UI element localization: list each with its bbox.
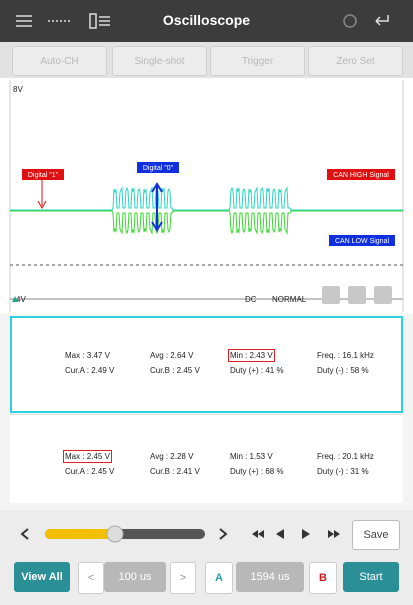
can-low-tag: [329, 235, 395, 246]
trigger-button[interactable]: Trigger: [210, 46, 305, 76]
mode-label: NORMAL: [272, 295, 307, 304]
single-shot-button[interactable]: Single-shot: [112, 46, 207, 76]
zero-set-button[interactable]: Zero Set: [308, 46, 403, 76]
measurement-value: Max : 2.45 V: [63, 450, 112, 463]
cursor-time: 1594 us: [236, 562, 304, 592]
header-icons: [16, 13, 389, 29]
time-decrease[interactable]: <: [78, 562, 104, 594]
measurement-value: Min : 1.53 V: [230, 452, 273, 461]
measurement-panel-1: [10, 316, 403, 413]
measurement-value: Cur.B : 2.45 V: [150, 366, 200, 375]
auto-ch-button[interactable]: Auto-CH: [12, 46, 107, 76]
cursor-b-button[interactable]: B: [309, 562, 337, 594]
coupling-label: DC: [245, 295, 257, 304]
waveform: [10, 186, 403, 235]
measurement-value: Duty (+) : 41 %: [230, 366, 284, 375]
measurement-value: Cur.A : 2.49 V: [65, 366, 115, 375]
start-button[interactable]: Start: [343, 562, 399, 592]
fast-rewind[interactable]: [252, 530, 264, 538]
measurement-panel-2: [10, 414, 403, 503]
measurement-value: Cur.B : 2.41 V: [150, 467, 200, 476]
time-division: 100 us: [104, 562, 166, 592]
signal-trace: [10, 210, 403, 235]
step-back[interactable]: [276, 529, 284, 539]
bottom-voltage-label: 4V: [16, 295, 26, 304]
measurement-value: Freq. : 20.1 kHz: [317, 452, 374, 461]
scroll-right[interactable]: [219, 528, 228, 540]
digital-zero-arrowheads: [151, 182, 163, 232]
scope-tool-button[interactable]: [374, 286, 392, 304]
scope-tool-button[interactable]: [322, 286, 340, 304]
digital-zero-tag: [137, 162, 179, 173]
channel-marker: [12, 296, 18, 302]
header-bar: Oscilloscope: [0, 0, 413, 42]
scroll-left[interactable]: [20, 528, 29, 540]
fast-forward[interactable]: [328, 530, 340, 538]
measurement-value: Avg : 2.28 V: [150, 452, 194, 461]
can-high-label: CAN HIGH Signal: [333, 172, 389, 179]
cursor-a-button[interactable]: A: [205, 562, 233, 594]
save-button[interactable]: Save: [352, 520, 400, 550]
can-low-label: CAN LOW Signal: [335, 238, 390, 245]
digital-zero-label: Digital "0": [143, 165, 174, 172]
digital-one-arrowhead: [37, 200, 47, 210]
signal-trace: [10, 186, 403, 211]
scope-tool-button[interactable]: [348, 286, 366, 304]
digital-one-label: Digital "1": [28, 172, 59, 179]
scope-display: 8V 4V DC NORMAL Digital "1" Digital "0" …: [0, 78, 413, 314]
app-title: Oscilloscope: [162, 12, 251, 28]
slider-knob[interactable]: [106, 525, 124, 543]
playback-bar: [20, 525, 340, 543]
measurement-value: Avg : 2.64 V: [150, 351, 194, 360]
digital-one-tag: [22, 169, 64, 180]
step-forward[interactable]: [302, 529, 310, 539]
measurement-value: Max : 3.47 V: [65, 351, 110, 360]
time-increase[interactable]: >: [170, 562, 196, 594]
can-high-tag: [327, 169, 395, 180]
view-all-button[interactable]: View All: [14, 562, 70, 592]
measurement-value: Duty (+) : 68 %: [230, 467, 284, 476]
measurement-value: Duty (-) : 31 %: [317, 467, 369, 476]
measurement-value: Duty (-) : 58 %: [317, 366, 369, 375]
measurement-value: Cur.A : 2.45 V: [65, 467, 115, 476]
top-voltage-label: 8V: [13, 85, 23, 94]
measurement-value: Min : 2.43 V: [228, 349, 275, 362]
measurement-value: Freq. : 16.1 kHz: [317, 351, 374, 360]
slider-fill: [45, 529, 115, 539]
